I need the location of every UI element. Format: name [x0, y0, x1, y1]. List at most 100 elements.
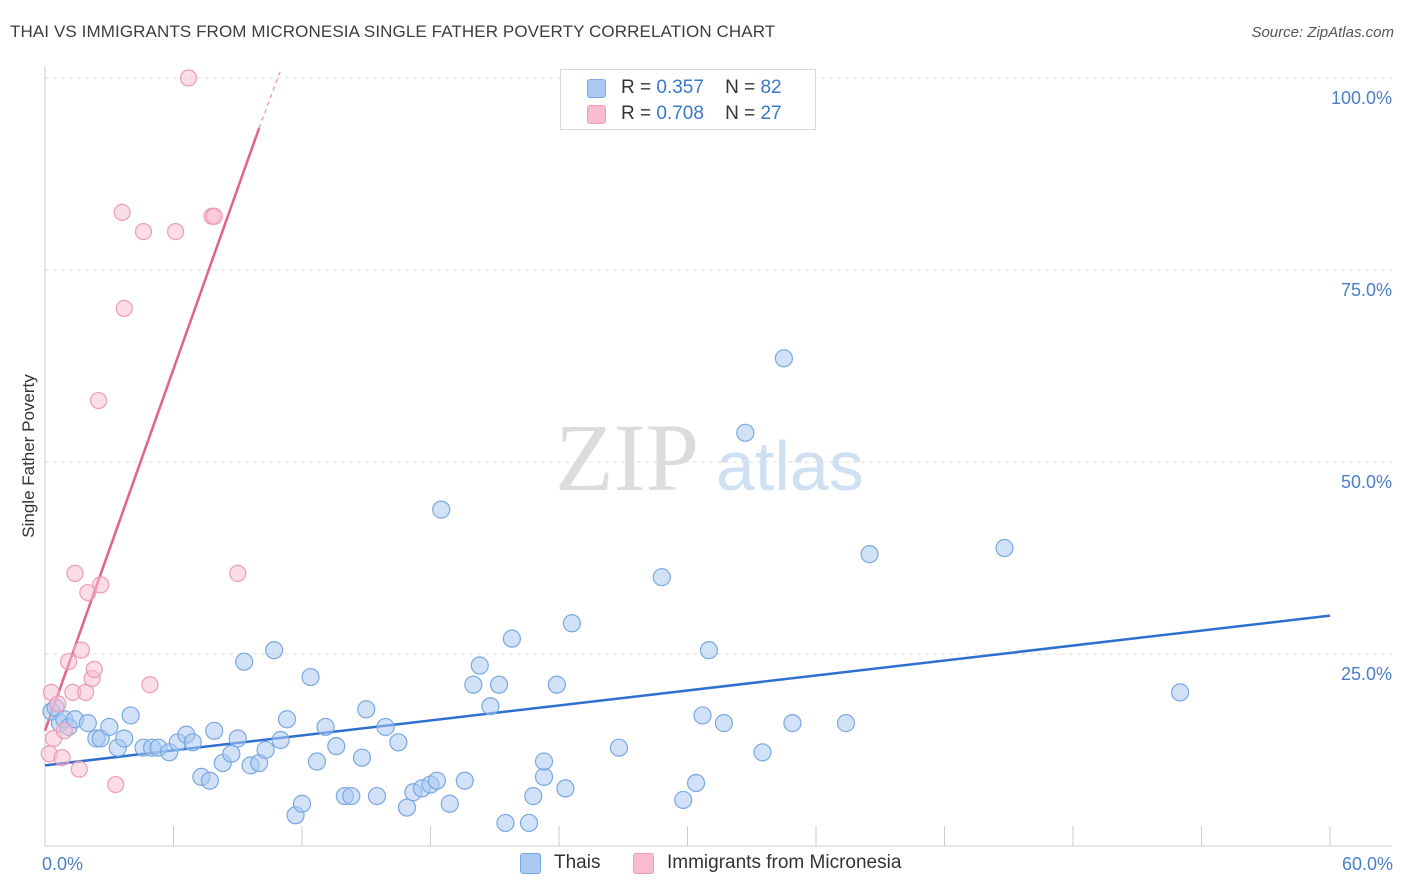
trendline-micronesia — [43, 127, 261, 732]
y-tick-label: 50.0% — [1341, 472, 1392, 492]
point-thais — [357, 700, 376, 719]
point-thais — [265, 641, 284, 660]
legend-r-label: R = — [621, 103, 652, 124]
point-thais — [836, 714, 856, 733]
point-thais — [367, 786, 387, 806]
point-thais — [609, 738, 629, 757]
point-thais — [860, 545, 879, 564]
point-thais — [455, 771, 474, 790]
legend-stats-micronesia: R = 0.708 N = 27 — [621, 103, 782, 125]
x-tick-label: 0.0% — [42, 854, 83, 874]
legend-r-value: 0.357 — [656, 77, 704, 98]
point-thais — [519, 813, 539, 833]
y-tick-label: 25.0% — [1341, 664, 1392, 684]
point-thais — [342, 786, 361, 806]
point-thais — [496, 813, 515, 833]
point-thais — [228, 729, 247, 748]
point-thais — [652, 568, 671, 587]
point-thais — [699, 641, 719, 660]
watermark-atlas: atlas — [716, 427, 864, 505]
legend-n-label: N = — [725, 103, 756, 124]
point-thais — [556, 779, 575, 798]
point-micronesia — [167, 223, 185, 241]
point-micronesia — [92, 576, 110, 594]
point-thais — [489, 675, 509, 694]
bottom-legend-label-thais: Thais — [554, 852, 601, 873]
point-layer — [40, 69, 1190, 833]
point-thais — [205, 721, 224, 740]
y-tick-label: 100.0% — [1331, 88, 1392, 108]
point-thais — [78, 714, 97, 733]
legend-stats-thais: R = 0.357 N = 82 — [621, 77, 782, 99]
point-thais — [301, 667, 320, 687]
point-thais — [693, 706, 712, 725]
point-thais — [524, 786, 543, 806]
point-thais — [1170, 683, 1190, 702]
point-micronesia — [77, 683, 95, 702]
point-thais — [352, 748, 372, 767]
point-thais — [115, 729, 134, 748]
legend-n-label: N = — [725, 77, 756, 98]
legend-r-value: 0.708 — [656, 103, 704, 124]
point-thais — [674, 790, 693, 810]
point-thais — [464, 675, 483, 694]
point-micronesia — [70, 760, 88, 778]
point-thais — [183, 733, 202, 752]
chart-source: Source: ZipAtlas.com — [1251, 24, 1394, 41]
point-thais — [502, 629, 521, 648]
point-thais — [481, 697, 500, 716]
point-micronesia — [113, 203, 131, 221]
point-micronesia — [107, 775, 125, 794]
point-micronesia — [59, 653, 78, 671]
point-thais — [222, 744, 241, 763]
point-thais — [736, 423, 755, 442]
point-thais — [534, 752, 554, 771]
point-thais — [427, 771, 447, 790]
point-thais — [562, 614, 581, 633]
point-thais — [547, 675, 566, 694]
bottom-legend-swatch-thais — [520, 853, 541, 874]
point-micronesia — [79, 583, 97, 602]
point-thais — [397, 798, 417, 817]
x-tick-label: 60.0% — [1342, 854, 1393, 874]
point-thais — [327, 737, 346, 756]
point-thais — [277, 710, 297, 729]
point-thais — [995, 538, 1014, 558]
point-micronesia — [141, 676, 159, 694]
point-thais — [686, 773, 706, 793]
point-micronesia — [66, 564, 84, 582]
point-thais — [714, 714, 734, 733]
stats-legend: R = 0.357 N = 82 R = 0.708 N = 27 — [560, 69, 816, 130]
point-thais — [440, 794, 459, 813]
point-micronesia — [115, 299, 133, 317]
watermark-zip: ZIP — [555, 404, 699, 511]
point-micronesia — [89, 391, 108, 410]
bottom-legend-swatch-micronesia — [633, 853, 654, 874]
y-axis-label: Single Father Poverty — [19, 374, 38, 538]
legend-swatch-thais — [587, 79, 606, 98]
point-micronesia — [53, 749, 71, 767]
point-thais — [316, 717, 335, 737]
point-thais — [256, 740, 275, 760]
point-micronesia — [49, 695, 67, 713]
legend-n-value: 27 — [760, 103, 782, 124]
point-thais — [783, 714, 802, 733]
point-micronesia — [179, 69, 198, 87]
point-thais — [200, 771, 220, 790]
point-thais — [307, 752, 327, 771]
trend-layer — [43, 70, 1331, 767]
trendline-micronesia-extension — [258, 70, 282, 129]
point-thais — [376, 717, 395, 737]
point-thais — [100, 717, 119, 737]
label-layer: 100.0% 75.0% 50.0% 25.0% 0.0% 60.0% — [42, 88, 1393, 874]
point-micronesia — [229, 564, 247, 582]
point-thais — [271, 730, 290, 750]
point-thais — [753, 743, 772, 762]
point-thais — [432, 500, 451, 519]
bottom-legend-label-micronesia: Immigrants from Micronesia — [667, 852, 902, 873]
point-thais — [534, 767, 554, 786]
chart-title: THAI VS IMMIGRANTS FROM MICRONESIA SINGL… — [10, 22, 776, 41]
point-thais — [235, 652, 254, 671]
